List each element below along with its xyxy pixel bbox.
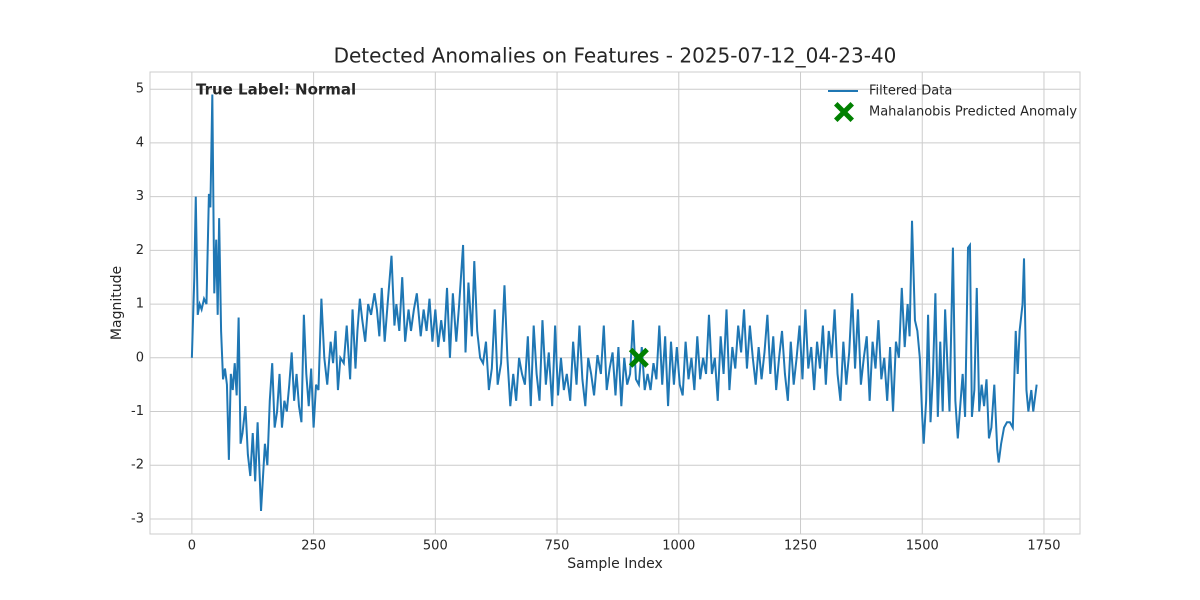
x-tick-label: 1000 bbox=[662, 539, 695, 554]
legend-label: Filtered Data bbox=[869, 84, 952, 99]
y-tick-label: 3 bbox=[136, 189, 144, 204]
data-line bbox=[190, 94, 1038, 511]
x-axis-label: Sample Index bbox=[567, 556, 662, 572]
x-tick-label: 250 bbox=[301, 539, 326, 554]
annotation: True Label: Normal bbox=[196, 81, 356, 99]
legend-label: Mahalanobis Predicted Anomaly bbox=[869, 105, 1077, 120]
x-tick-label: 0 bbox=[188, 539, 196, 554]
chart-title: Detected Anomalies on Features - 2025-07… bbox=[334, 44, 897, 68]
anomaly-marker bbox=[628, 347, 649, 368]
y-tick-label: -1 bbox=[131, 404, 144, 419]
x-tick-label: 500 bbox=[423, 539, 448, 554]
y-tick-label: 4 bbox=[136, 135, 144, 150]
y-tick-label: 2 bbox=[136, 243, 144, 258]
x-tick-label: 750 bbox=[545, 539, 570, 554]
x-tick-label: 1250 bbox=[784, 539, 817, 554]
y-axis-label: Magnitude bbox=[109, 266, 125, 340]
x-tick-label: 1750 bbox=[1027, 539, 1060, 554]
y-tick-label: 0 bbox=[136, 350, 144, 365]
y-tick-label: 1 bbox=[136, 297, 144, 312]
plot-frame bbox=[149, 71, 1081, 535]
x-tick-label: 1500 bbox=[906, 539, 939, 554]
y-tick-label: -2 bbox=[131, 458, 144, 473]
y-tick-label: -3 bbox=[131, 511, 144, 526]
y-tick-label: 5 bbox=[136, 82, 144, 97]
legend-marker bbox=[834, 102, 854, 122]
